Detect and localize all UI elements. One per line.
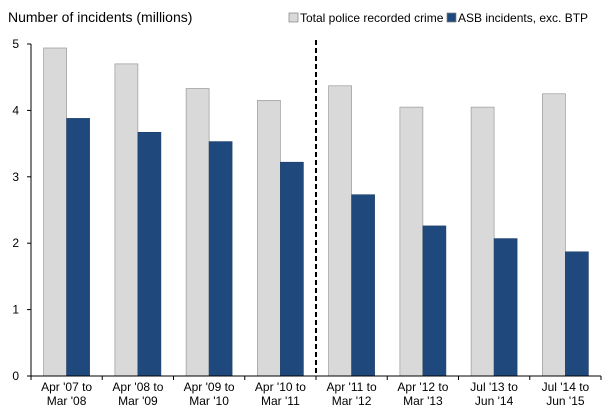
legend: Total police recorded crime ASB incident… [288, 11, 588, 25]
x-tick-label-6: Jul '13 to Jun '14 [470, 380, 518, 408]
legend-label-total-crime: Total police recorded crime [300, 11, 444, 25]
bar-asb-1 [137, 132, 162, 377]
bar-asb-3 [280, 161, 304, 377]
plot-area: Apr '07 to Mar '08 Apr '08 to Mar '09 Apr '0… [12, 37, 602, 408]
bar-asb-0 [66, 118, 90, 377]
y-tick-label-5: 5 [12, 37, 19, 51]
bar-total-crime-4 [328, 85, 352, 377]
x-tick-label-4: Apr '11 to Mar '12 [327, 380, 377, 408]
bar-total-crime-7 [542, 93, 566, 377]
y-tick-label-4: 4 [12, 103, 19, 117]
bar-total-crime-0 [43, 47, 67, 377]
y-tick-label-3: 3 [12, 170, 19, 184]
x-tick-label-7: Jul '14 to Jun '15 [542, 380, 590, 408]
y-tick-label-1: 1 [12, 303, 19, 317]
bar-asb-7 [565, 251, 589, 377]
legend-swatch-total-crime [288, 12, 299, 23]
bar-total-crime-3 [257, 100, 281, 377]
y-tick-label-0: 0 [12, 369, 19, 383]
x-tick-label-5: Apr '12 to Mar '13 [397, 380, 448, 408]
bar-total-crime-6 [470, 106, 495, 377]
y-axis-title: Number of incidents (millions) [8, 9, 192, 25]
legend-label-asb: ASB incidents, exc. BTP [458, 11, 588, 25]
bar-asb-5 [422, 225, 447, 377]
y-tick-label-2: 2 [12, 236, 19, 250]
bar-asb-6 [493, 238, 518, 377]
bar-total-crime-1 [114, 63, 139, 377]
x-tick-label-1: Apr '08 to Mar '09 [112, 380, 163, 408]
bar-asb-4 [351, 194, 375, 377]
x-tick-label-0: Apr '07 to Mar '08 [41, 380, 92, 408]
legend-swatch-asb [446, 12, 457, 23]
x-tick-label-2: Apr '09 to Mar '10 [184, 380, 235, 408]
bar-asb-2 [208, 141, 233, 377]
bar-total-crime-5 [399, 106, 424, 377]
x-tick-label-3: Apr '10 to Mar '11 [255, 380, 306, 408]
bar-total-crime-2 [185, 88, 210, 377]
